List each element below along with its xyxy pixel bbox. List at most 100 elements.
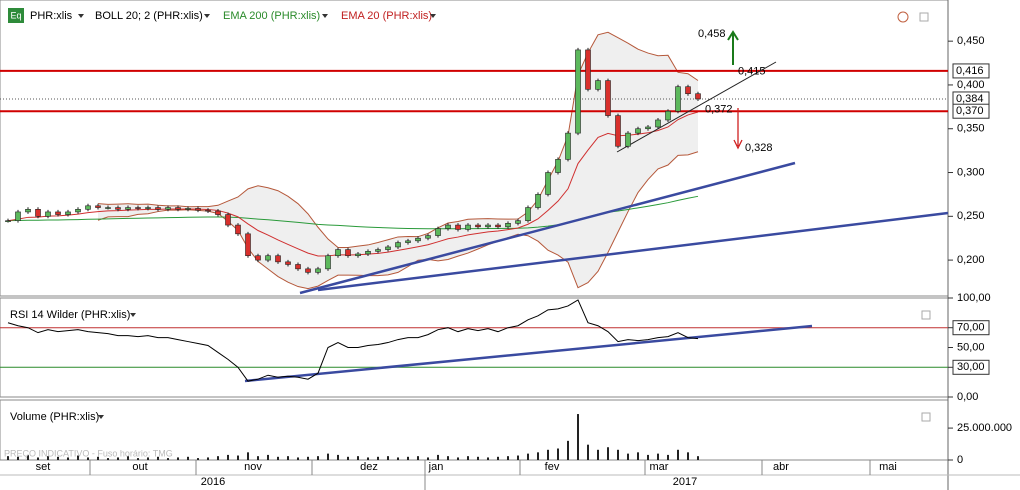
level-box: [952, 63, 990, 79]
ema20: [7, 111, 699, 257]
candle: [365, 251, 371, 255]
ema200-label[interactable]: EMA 200 (PHR:xlis): [223, 10, 320, 22]
symbol[interactable]: PHR:xlis: [30, 10, 73, 22]
month-label: mai: [879, 461, 897, 473]
volume-bar: [607, 447, 609, 460]
volume-bar: [627, 453, 629, 460]
candle: [635, 128, 641, 134]
candle: [645, 126, 651, 130]
candle: [15, 211, 21, 221]
volume-bar: [177, 457, 179, 460]
volume-bar: [487, 457, 489, 460]
candle: [695, 93, 701, 100]
candle: [415, 237, 421, 242]
volume-bar: [687, 452, 689, 460]
dropdown[interactable]: [98, 415, 104, 419]
month-label: out: [132, 461, 147, 473]
level-label: 0,384: [956, 93, 984, 105]
volume-bar: [257, 456, 259, 460]
volume-bar: [407, 456, 409, 460]
volume-bar: [557, 448, 559, 460]
volume-bar: [147, 457, 149, 460]
rsi-title[interactable]: RSI 14 Wilder (PHR:xlis): [10, 309, 130, 321]
candle: [345, 249, 351, 257]
volume-bar: [467, 456, 469, 460]
window-icon[interactable]: [919, 12, 929, 22]
dropdown[interactable]: [204, 14, 210, 18]
candle: [165, 207, 171, 210]
candle: [125, 207, 131, 210]
volume-bar: [427, 457, 429, 460]
candle: [145, 207, 151, 209]
volume-bar: [587, 444, 589, 460]
up-arrow: [727, 30, 739, 65]
candle: [75, 209, 81, 213]
y-tick-label: 0,250: [957, 210, 985, 222]
volume-bar: [167, 458, 169, 460]
clock-icon[interactable]: [897, 11, 909, 23]
candle: [535, 194, 541, 208]
dropdown[interactable]: [130, 313, 136, 317]
month-label: dez: [360, 461, 378, 473]
month-label: set: [36, 461, 51, 473]
y-tick-label: 0,350: [957, 123, 985, 135]
volume-bar: [7, 456, 9, 460]
volume-bar: [447, 456, 449, 460]
volume-bar: [337, 454, 339, 460]
month-label: abr: [773, 461, 789, 473]
year-label: 2017: [673, 476, 697, 488]
ema20-label[interactable]: EMA 20 (PHR:xlis): [341, 10, 432, 22]
volume-bar: [67, 457, 69, 460]
candle: [55, 211, 61, 215]
footer: PREÇO INDICATIVO - Fuso horário: TMG: [4, 448, 173, 458]
candle: [465, 224, 471, 230]
volume-bar: [477, 456, 479, 460]
volume-bar: [27, 454, 29, 460]
window-icon[interactable]: [921, 412, 931, 422]
candle: [515, 220, 521, 224]
boll-label[interactable]: BOLL 20; 2 (PHR:xlis): [95, 10, 203, 22]
candle: [405, 240, 411, 243]
candle: [355, 253, 361, 257]
candle: [155, 207, 161, 210]
candle: [335, 249, 341, 257]
candle: [435, 228, 441, 236]
volume-bar: [397, 457, 399, 460]
window-icon[interactable]: [921, 310, 931, 320]
candle: [485, 224, 491, 228]
icon: Eq: [10, 10, 21, 20]
dropdown[interactable]: [78, 14, 84, 18]
volume-bar: [457, 457, 459, 460]
panel: [0, 399, 949, 461]
candle: [65, 211, 71, 215]
volume-bar: [527, 453, 529, 460]
dropdown[interactable]: [322, 14, 328, 18]
volume-bar: [577, 414, 579, 460]
candle: [315, 268, 321, 273]
month-label: jan: [428, 461, 444, 473]
volume-bar: [17, 456, 19, 460]
y-tick-label: 0: [957, 454, 963, 466]
y-tick-label: 0,00: [957, 391, 978, 403]
candle: [495, 224, 501, 228]
volume-bar: [107, 458, 109, 460]
tick-box: [952, 320, 990, 336]
volume-bar: [277, 456, 279, 460]
volume-bar: [677, 449, 679, 460]
candle: [135, 207, 141, 209]
volume-bar: [317, 456, 319, 460]
month-label: fev: [545, 461, 560, 473]
bollinger-fill: [98, 32, 698, 289]
trend-line: [299, 161, 796, 295]
candle: [605, 80, 611, 116]
volume-bar: [507, 456, 509, 460]
dropdown[interactable]: [430, 14, 436, 18]
volume-title[interactable]: Volume (PHR:xlis): [10, 411, 99, 423]
panel: [0, 0, 949, 297]
volume-bar: [657, 453, 659, 460]
trend-line: [317, 211, 949, 292]
volume-bar: [547, 449, 549, 460]
y-tick-label: 70,00: [957, 322, 985, 334]
volume-bar: [137, 458, 139, 460]
